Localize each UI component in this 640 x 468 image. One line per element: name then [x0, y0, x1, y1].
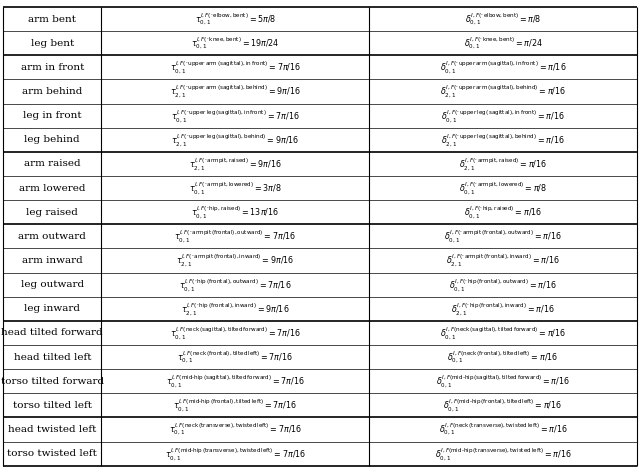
Text: torso tilted left: torso tilted left — [13, 401, 92, 410]
Text: leg outward: leg outward — [20, 280, 84, 289]
Text: leg inward: leg inward — [24, 304, 80, 313]
Text: head tilted forward: head tilted forward — [1, 329, 103, 337]
Text: $\tau_{0,1}^{I,F(\cdot\,\mathrm{hip,raised})} = 13\pi/16$: $\tau_{0,1}^{I,F(\cdot\,\mathrm{hip,rais… — [191, 204, 279, 220]
Text: leg raised: leg raised — [26, 208, 78, 217]
Text: $\tau_{0,1}^{I,F(\cdot\,\mathrm{upper\,arm\,(sagittal),in\,front})} = 7\pi/16$: $\tau_{0,1}^{I,F(\cdot\,\mathrm{upper\,a… — [170, 59, 301, 75]
Text: $\tau_{0,1}^{I,F(\mathrm{neck\,(sagittal),tilted\,forward})} = 7\pi/16$: $\tau_{0,1}^{I,F(\mathrm{neck\,(sagittal… — [170, 325, 301, 341]
Text: leg bent: leg bent — [31, 39, 74, 48]
Text: $\tau_{2,1}^{I,F(\cdot\,\mathrm{upper\,leg\,(sagittal),behind})} = 9\pi/16$: $\tau_{2,1}^{I,F(\cdot\,\mathrm{upper\,l… — [171, 132, 300, 148]
Text: $\delta_{2,1}^{I,F(\cdot\,\mathrm{armpit\,(frontal),inward})} = \pi/16$: $\delta_{2,1}^{I,F(\cdot\,\mathrm{armpit… — [446, 253, 560, 269]
Text: $\delta_{0,1}^{I,F(\cdot\,\mathrm{armpit,lowered})} = \pi/8$: $\delta_{0,1}^{I,F(\cdot\,\mathrm{armpit… — [459, 180, 547, 196]
Text: head twisted left: head twisted left — [8, 425, 97, 434]
Text: $\delta_{2,1}^{I,F(\cdot\,\mathrm{hip\,(frontal),inward})} = \pi/16$: $\delta_{2,1}^{I,F(\cdot\,\mathrm{hip\,(… — [451, 301, 555, 317]
Text: $\delta_{2,1}^{I,F(\cdot\,\mathrm{armpit,raised})} = \pi/16$: $\delta_{2,1}^{I,F(\cdot\,\mathrm{armpit… — [459, 156, 547, 172]
Text: torso twisted left: torso twisted left — [8, 449, 97, 458]
Text: arm bent: arm bent — [28, 15, 76, 23]
Text: arm inward: arm inward — [22, 256, 83, 265]
Text: $\delta_{0,1}^{I,F(\cdot\,\mathrm{hip\,(frontal),outward})} = \pi/16$: $\delta_{0,1}^{I,F(\cdot\,\mathrm{hip\,(… — [449, 277, 557, 292]
Text: $\tau_{0,1}^{I,F(\mathrm{neck\,(frontal),tilted\,left})} = 7\pi/16$: $\tau_{0,1}^{I,F(\mathrm{neck\,(frontal)… — [177, 350, 293, 365]
Text: torso tilted forward: torso tilted forward — [1, 377, 104, 386]
Text: $\delta_{0,1}^{I,F(\mathrm{neck\,(transverse),twisted\,left})} = \pi/16$: $\delta_{0,1}^{I,F(\mathrm{neck\,(transv… — [438, 422, 567, 437]
Text: $\tau_{0,1}^{I,F(\mathrm{mid\text{-}hip\,(frontal),tilted\,left})} = 7\pi/16$: $\tau_{0,1}^{I,F(\mathrm{mid\text{-}hip\… — [173, 397, 297, 413]
Text: $\delta_{0,1}^{I,F(\mathrm{neck\,(frontal),tilted\,left})} = \pi/16$: $\delta_{0,1}^{I,F(\mathrm{neck\,(fronta… — [447, 350, 559, 365]
Text: head tilted left: head tilted left — [13, 352, 91, 362]
Text: $\tau_{0,1}^{I,F(\cdot\,\mathrm{hip\,(frontal),outward})} = 7\pi/16$: $\tau_{0,1}^{I,F(\cdot\,\mathrm{hip\,(fr… — [179, 277, 292, 292]
Text: arm outward: arm outward — [19, 232, 86, 241]
Text: $\delta_{0,1}^{I,F(\cdot\,\mathrm{upper\,leg\,(sagittal),in\,front})} = \pi/16$: $\delta_{0,1}^{I,F(\cdot\,\mathrm{upper\… — [441, 108, 565, 124]
Text: $\tau_{0,1}^{I,F(\cdot\,\mathrm{knee,bent})} = 19\pi/24$: $\tau_{0,1}^{I,F(\cdot\,\mathrm{knee,ben… — [191, 36, 280, 51]
Text: $\delta_{0,1}^{I,F(\mathrm{neck\,(sagittal),tilted\,forward})} = \pi/16$: $\delta_{0,1}^{I,F(\mathrm{neck\,(sagitt… — [440, 325, 566, 341]
Text: $\tau_{2,1}^{I,F(\cdot\,\mathrm{armpit\,(frontal),inward})} = 9\pi/16$: $\tau_{2,1}^{I,F(\cdot\,\mathrm{armpit\,… — [176, 253, 294, 269]
Text: $\tau_{0,1}^{I,F(\cdot\,\mathrm{armpit,lowered})} = 3\pi/8$: $\tau_{0,1}^{I,F(\cdot\,\mathrm{armpit,l… — [189, 180, 282, 196]
Text: arm raised: arm raised — [24, 160, 81, 168]
Text: $\delta_{0,1}^{I,F(\mathrm{mid\text{-}hip\,(sagittal),tilted\,forward})} = \pi/1: $\delta_{0,1}^{I,F(\mathrm{mid\text{-}hi… — [436, 373, 570, 389]
Text: $\tau_{2,1}^{I,F(\cdot\,\mathrm{hip\,(frontal),inward})} = 9\pi/16$: $\tau_{2,1}^{I,F(\cdot\,\mathrm{hip\,(fr… — [181, 301, 289, 317]
Text: $\delta_{2,1}^{I,F(\cdot\,\mathrm{upper\,leg\,(sagittal),behind})} = \pi/16$: $\delta_{2,1}^{I,F(\cdot\,\mathrm{upper\… — [441, 132, 564, 148]
Text: arm in front: arm in front — [20, 63, 84, 72]
Text: $\delta_{2,1}^{I,F(\cdot\,\mathrm{upper\,arm\,(sagittal),behind})} = \pi/16$: $\delta_{2,1}^{I,F(\cdot\,\mathrm{upper\… — [440, 83, 566, 100]
Text: $\delta_{0,1}^{I,F(\cdot\,\mathrm{upper\,arm\,(sagittal),in\,front})} = \pi/16$: $\delta_{0,1}^{I,F(\cdot\,\mathrm{upper\… — [440, 59, 566, 75]
Text: arm lowered: arm lowered — [19, 183, 86, 192]
Text: $\tau_{2,1}^{I,F(\cdot\,\mathrm{armpit,raised})} = 9\pi/16$: $\tau_{2,1}^{I,F(\cdot\,\mathrm{armpit,r… — [189, 156, 282, 172]
Text: $\tau_{0,1}^{I,F(\mathrm{mid\text{-}hip\,(sagittal),tilted\,forward})} = 7\pi/16: $\tau_{0,1}^{I,F(\mathrm{mid\text{-}hip\… — [166, 373, 305, 389]
Text: $\tau_{0,1}^{I,F(\mathrm{neck\,(transverse),twisted\,left})} = 7\pi/16$: $\tau_{0,1}^{I,F(\mathrm{neck\,(transver… — [168, 422, 302, 437]
Text: leg in front: leg in front — [23, 111, 82, 120]
Text: $\tau_{0,1}^{I,F(\cdot\,\mathrm{armpit\,(frontal),outward})} = 7\pi/16$: $\tau_{0,1}^{I,F(\cdot\,\mathrm{armpit\,… — [174, 228, 296, 244]
Text: $\tau_{0,1}^{I,F(\cdot\,\mathrm{elbow,bent})} = 5\pi/8$: $\tau_{0,1}^{I,F(\cdot\,\mathrm{elbow,be… — [195, 11, 276, 27]
Text: arm behind: arm behind — [22, 87, 83, 96]
Text: $\delta_{0,1}^{I,F(\mathrm{mid\text{-}hip\,(transverse),twisted\,left})} = \pi/1: $\delta_{0,1}^{I,F(\mathrm{mid\text{-}hi… — [435, 446, 572, 461]
Text: $\tau_{0,1}^{I,F(\cdot\,\mathrm{upper\,leg\,(sagittal),in\,front})} = 7\pi/16$: $\tau_{0,1}^{I,F(\cdot\,\mathrm{upper\,l… — [171, 108, 300, 124]
Text: $\tau_{2,1}^{I,F(\cdot\,\mathrm{upper\,arm\,(sagittal),behind})} = 9\pi/16$: $\tau_{2,1}^{I,F(\cdot\,\mathrm{upper\,a… — [170, 83, 301, 100]
Text: leg behind: leg behind — [24, 135, 80, 144]
Text: $\delta_{0,1}^{I,F(\cdot\,\mathrm{hip,raised})} = \pi/16$: $\delta_{0,1}^{I,F(\cdot\,\mathrm{hip,ra… — [464, 204, 542, 220]
Text: $\delta_{0,1}^{I,F(\mathrm{mid\text{-}hip\,(frontal),tilted\,left})} = \pi/16$: $\delta_{0,1}^{I,F(\mathrm{mid\text{-}hi… — [444, 397, 563, 413]
Text: $\tau_{0,1}^{I,F(\mathrm{mid\text{-}hip\,(transverse),twisted\,left})} = 7\pi/16: $\tau_{0,1}^{I,F(\mathrm{mid\text{-}hip\… — [164, 446, 306, 461]
Text: $\delta_{0,1}^{I,F(\cdot\,\mathrm{armpit\,(frontal),outward})} = \pi/16$: $\delta_{0,1}^{I,F(\cdot\,\mathrm{armpit… — [444, 228, 562, 244]
Text: $\delta_{0,1}^{I,F(\cdot\,\mathrm{elbow,bent})} = \pi/8$: $\delta_{0,1}^{I,F(\cdot\,\mathrm{elbow,… — [465, 11, 541, 27]
Text: $\delta_{0,1}^{I,F(\cdot\,\mathrm{knee,bent})} = \pi/24$: $\delta_{0,1}^{I,F(\cdot\,\mathrm{knee,b… — [463, 36, 542, 51]
